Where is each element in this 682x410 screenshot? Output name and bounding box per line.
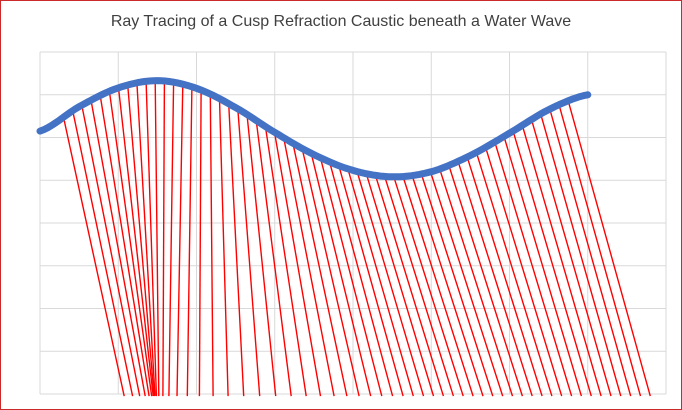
wave-surface-series — [36, 77, 592, 181]
ray-line — [301, 148, 360, 397]
ray-line — [503, 136, 583, 397]
ray-line — [81, 105, 141, 397]
ray-line — [429, 171, 504, 397]
ray-line — [384, 176, 455, 397]
ray-line — [549, 108, 632, 397]
ray-line — [540, 113, 622, 397]
ray-line — [283, 137, 335, 397]
ray-line — [448, 165, 524, 397]
ray-line — [108, 91, 153, 397]
ray-line — [494, 141, 573, 397]
ray-line — [237, 108, 261, 397]
ray-line — [255, 120, 292, 397]
gridlines — [39, 51, 667, 395]
ray-line — [374, 175, 445, 397]
ray-line — [393, 176, 464, 397]
ray-line — [117, 87, 154, 397]
ray-line — [209, 93, 214, 397]
wave-surface-line — [36, 77, 592, 181]
ray-line — [264, 126, 307, 397]
ray-line — [292, 143, 348, 397]
ray-line — [530, 119, 612, 397]
ray-line — [512, 130, 592, 397]
ray-line — [136, 82, 156, 397]
ray-line — [365, 173, 435, 397]
ray-line — [338, 165, 404, 397]
ray-line — [273, 132, 322, 397]
refracted-rays — [62, 80, 651, 397]
ray-line — [246, 114, 277, 397]
ray-line — [558, 104, 642, 397]
ray-line — [356, 171, 425, 397]
ray-line — [145, 81, 158, 397]
ray-line — [62, 117, 125, 397]
ray-line — [475, 152, 553, 397]
ray-line — [484, 147, 563, 397]
ray-line — [439, 168, 514, 397]
ray-line — [228, 103, 245, 397]
ray-line — [466, 156, 543, 397]
ray-line — [347, 168, 414, 397]
chart-title: Ray Tracing of a Cusp Refraction Caustic… — [110, 13, 572, 30]
ray-line — [521, 125, 602, 397]
ray-line — [168, 82, 175, 397]
ray-line — [328, 161, 394, 397]
ray-line — [420, 173, 494, 397]
ray-line — [567, 100, 651, 397]
ray-line — [72, 110, 134, 397]
ray-line — [457, 161, 533, 397]
ray-line — [402, 176, 474, 397]
ray-line — [319, 157, 383, 397]
ray-line — [411, 175, 484, 397]
ray-line — [186, 86, 193, 397]
ray-line — [310, 153, 372, 397]
ray-line — [99, 95, 150, 397]
ray-line — [127, 84, 155, 397]
ray-line — [176, 84, 184, 397]
ray-line — [198, 89, 202, 397]
ray-line — [162, 80, 166, 397]
ray-line — [90, 100, 146, 397]
ray-line — [154, 80, 160, 397]
ray-line — [218, 98, 229, 397]
